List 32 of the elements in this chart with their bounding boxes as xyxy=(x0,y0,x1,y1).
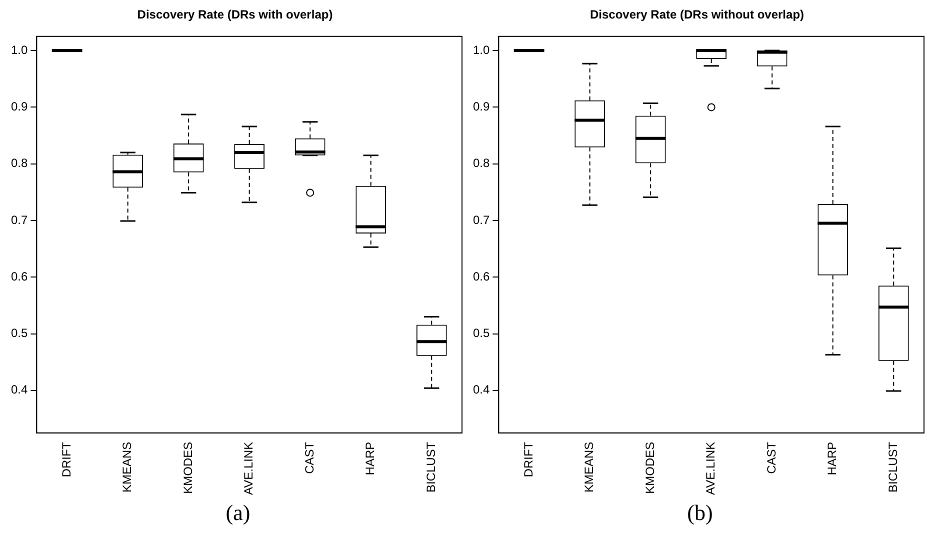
y-tick-label: 1.0 xyxy=(10,42,28,57)
chart-title: Discovery Rate (DRs with overlap) xyxy=(137,8,333,22)
y-tick-label: 0.6 xyxy=(472,269,490,284)
y-tick-label: 0.7 xyxy=(10,212,28,227)
y-tick-label: 0.9 xyxy=(472,100,490,114)
x-tick-label: DRIFT xyxy=(59,441,74,478)
y-tick-label: 0.4 xyxy=(472,382,490,397)
y-tick-label: 0.5 xyxy=(10,326,28,340)
y-tick-label: 0.8 xyxy=(472,156,490,170)
x-tick-label: KMEANS xyxy=(582,442,596,493)
x-tick-label: AVE.LINK xyxy=(242,442,256,496)
x-tick-label: KMEANS xyxy=(120,442,134,493)
x-tick-label: KMODES xyxy=(180,442,195,494)
y-tick-label: 0.9 xyxy=(10,100,28,114)
chart-title: Discovery Rate (DRs without overlap) xyxy=(590,8,804,22)
x-tick-label: AVE.LINK xyxy=(704,442,718,496)
x-tick-label: CAST xyxy=(302,441,316,474)
x-tick-label: KMODES xyxy=(642,442,657,494)
y-tick-label: 0.5 xyxy=(472,326,490,340)
x-tick-label: DRIFT xyxy=(521,441,536,478)
x-tick-label: BICLUST xyxy=(424,441,438,493)
text: (b) xyxy=(687,500,713,526)
text: (a) xyxy=(226,500,250,526)
x-tick-label: CAST xyxy=(764,441,778,474)
x-tick-label: HARP xyxy=(363,442,378,476)
x-tick-label: HARP xyxy=(825,442,840,476)
x-tick-label: BICLUST xyxy=(886,441,900,493)
y-tick-label: 0.4 xyxy=(10,382,28,397)
y-tick-label: 1.0 xyxy=(472,42,490,57)
y-tick-label: 0.8 xyxy=(10,156,28,170)
y-tick-label: 0.7 xyxy=(472,212,490,227)
y-tick-label: 0.6 xyxy=(10,269,28,284)
